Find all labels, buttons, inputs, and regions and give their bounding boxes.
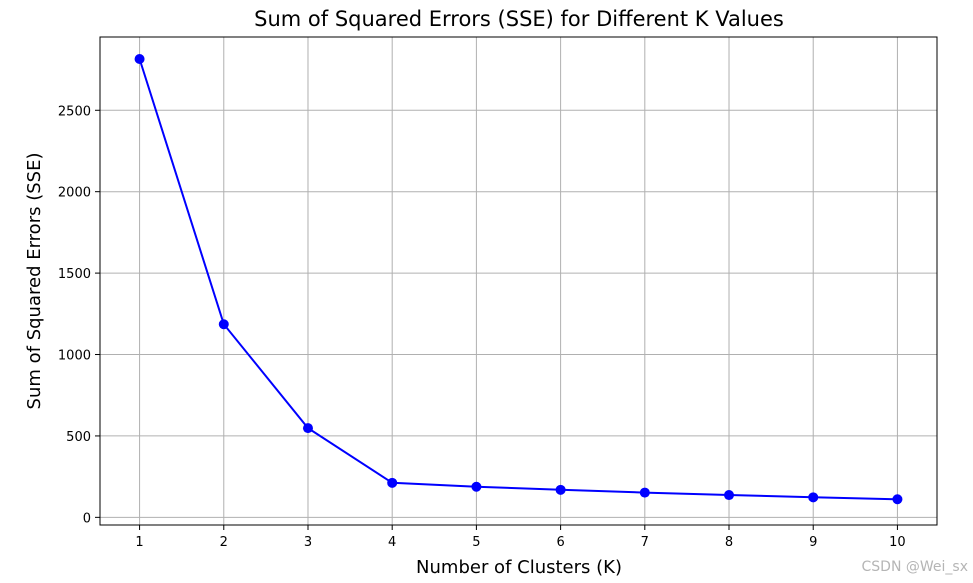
x-tick-label-7: 8 xyxy=(725,535,733,550)
y-tick-label-5: 2500 xyxy=(58,104,91,119)
x-tick-label-6: 7 xyxy=(641,535,649,550)
data-point-k9 xyxy=(808,492,819,503)
x-tick-label-8: 9 xyxy=(809,535,817,550)
x-tick-label-9: 10 xyxy=(889,535,906,550)
x-tick-label-4: 5 xyxy=(472,535,480,550)
data-point-k4 xyxy=(387,477,398,488)
y-tick-label-1: 500 xyxy=(66,430,91,445)
data-point-k2 xyxy=(218,319,229,330)
y-tick-label-2: 1000 xyxy=(58,349,91,364)
watermark: CSDN @Wei_sx xyxy=(862,559,968,575)
grid-lines xyxy=(100,37,937,525)
x-tick-label-5: 6 xyxy=(556,535,564,550)
data-point-k5 xyxy=(471,481,482,492)
data-point-k8 xyxy=(724,490,735,501)
y-tick-label-0: 0 xyxy=(83,511,91,526)
x-axis-label: Number of Clusters (K) xyxy=(416,557,622,578)
data-point-k3 xyxy=(302,423,313,434)
x-tick-label-3: 4 xyxy=(388,535,396,550)
plot-frame xyxy=(99,36,938,526)
sse-series-line xyxy=(138,58,898,501)
data-point-k10 xyxy=(892,494,903,505)
y-tick-label-3: 1500 xyxy=(58,267,91,282)
data-point-k6 xyxy=(555,484,566,495)
data-point-k7 xyxy=(639,487,650,498)
y-tick-label-4: 2000 xyxy=(58,186,91,201)
data-point-k1 xyxy=(134,53,145,64)
x-tick-label-2: 3 xyxy=(304,535,312,550)
sse-series-points xyxy=(134,53,903,505)
x-tick-label-0: 1 xyxy=(135,535,143,550)
y-axis-label: Sum of Squared Errors (SSE) xyxy=(24,153,45,410)
axis-ticks: 1 2 3 4 5 6 7 8 9 10 0 500 1000 1500 2000 2500 xyxy=(58,104,906,550)
chart-title: Sum of Squared Errors (SSE) for Differen… xyxy=(254,7,784,31)
x-tick-label-1: 2 xyxy=(220,535,228,550)
